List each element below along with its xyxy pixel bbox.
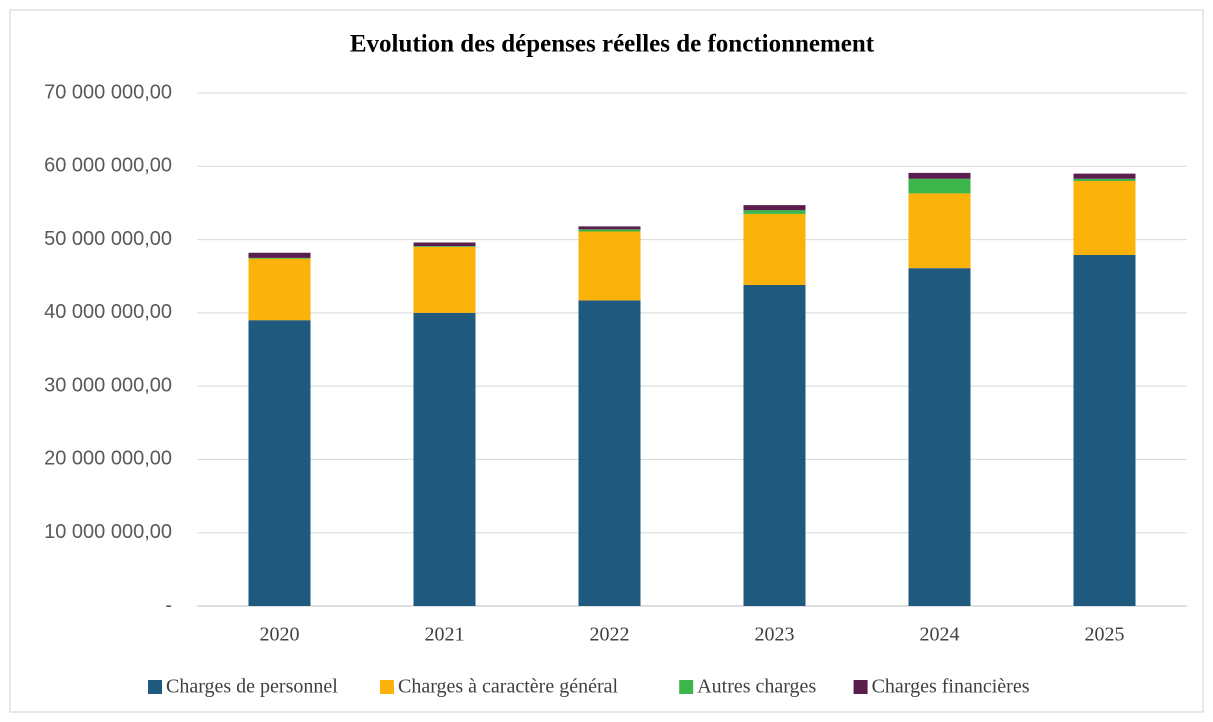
legend-label: Autres charges (697, 676, 816, 698)
chart-title: Evolution des dépenses réelles de foncti… (350, 31, 875, 58)
legend-swatch (679, 680, 694, 694)
legend-swatch (853, 680, 868, 694)
bar-segment (413, 312, 476, 606)
bar-segment (578, 229, 641, 232)
y-tick-label: 60 000 000,00 (44, 155, 172, 177)
bar-segment (1073, 178, 1136, 181)
x-tick-label: 2021 (425, 624, 465, 646)
y-tick-label: 50 000 000,00 (44, 228, 172, 250)
legend-label: Charges de personnel (166, 676, 338, 698)
bar-segment (1073, 180, 1136, 255)
bar-segment (248, 252, 311, 258)
bar-segment (413, 246, 476, 247)
x-tick-label: 2020 (260, 624, 300, 646)
bar-segment (743, 210, 806, 214)
bar-segment (743, 213, 806, 286)
bar-segment (248, 258, 311, 321)
bar-segment (1073, 254, 1136, 606)
bar-segment (578, 300, 641, 606)
bar-segment (908, 172, 971, 179)
y-tick-label: - (165, 594, 172, 616)
bar-segment (248, 320, 311, 606)
bar-segment (578, 231, 641, 301)
y-tick-label: 30 000 000,00 (44, 374, 172, 396)
x-tick-label: 2022 (590, 624, 630, 646)
y-tick-label: 70 000 000,00 (44, 81, 172, 103)
bar-segment (413, 246, 476, 313)
legend-swatch (380, 680, 394, 694)
y-tick-label: 20 000 000,00 (44, 448, 172, 470)
bar-segment (1073, 173, 1136, 179)
bar-segment (908, 178, 971, 194)
bar-segment (908, 193, 971, 269)
bar-segment (248, 257, 311, 259)
x-tick-label: 2025 (1085, 624, 1125, 646)
bar-segment (908, 268, 971, 606)
y-tick-label: 40 000 000,00 (44, 301, 172, 323)
x-tick-label: 2024 (920, 624, 960, 646)
bar-segment (743, 205, 806, 211)
bar-segment (743, 285, 806, 606)
legend-label: Charges financières (872, 676, 1030, 698)
x-tick-label: 2023 (755, 624, 795, 646)
bar-segment (578, 226, 641, 230)
y-tick-label: 10 000 000,00 (44, 521, 172, 543)
bar-segment (413, 242, 476, 247)
legend-swatch (148, 680, 162, 694)
legend-label: Charges à caractère général (398, 676, 618, 698)
